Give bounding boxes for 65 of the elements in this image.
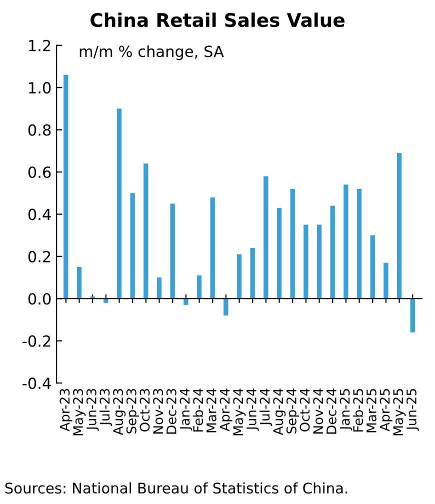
bar (316, 224, 322, 299)
x-tick-label: Jul-23 (100, 388, 112, 426)
source-note: Sources: National Bureau of Statistics of China. (5, 482, 348, 494)
bar (116, 108, 122, 299)
x-tick-label: Dec-23 (166, 388, 176, 434)
x-tick-label: Apr-23 (60, 388, 72, 432)
y-axis-title: m/m % change, SA (80, 45, 224, 60)
y-tick-label: -0.4 (22, 378, 51, 390)
bar (370, 235, 375, 299)
bar (344, 184, 348, 299)
x-tick-label: Oct-24 (300, 388, 310, 432)
chart-title: China Retail Sales Value (90, 12, 345, 28)
x-tick-label: Jun-25 (406, 389, 419, 431)
x-tick-label: Jun-24 (246, 388, 259, 431)
y-tick-label: 1.2 (29, 40, 50, 52)
y-tick-label: 0.4 (28, 208, 51, 220)
bar (104, 298, 108, 303)
bar (384, 262, 388, 299)
y-tick-label: 0.8 (28, 124, 51, 136)
bar (64, 74, 68, 299)
x-tick-label: May-24 (233, 388, 246, 436)
x-tick-label: Feb-25 (352, 389, 364, 432)
bar (304, 224, 308, 299)
bar (156, 278, 162, 299)
x-tick-label: Mar-24 (206, 388, 216, 432)
x-tick-label: Sep-23 (126, 388, 139, 434)
x-tick-label: Aug-23 (113, 388, 126, 436)
bar (184, 298, 188, 305)
x-tick-label: May-23 (73, 388, 86, 436)
x-tick-label: Jul-24 (260, 388, 272, 426)
y-tick-label: -0.2 (22, 335, 50, 347)
x-tick-label: Jun-23 (86, 388, 99, 431)
bar (130, 193, 135, 299)
bar (196, 275, 202, 299)
bar (290, 188, 295, 299)
x-tick-label: Dec-24 (326, 388, 336, 434)
bar (356, 188, 362, 299)
x-tick-label: Nov-24 (313, 388, 324, 434)
x-tick-label: Feb-24 (192, 388, 204, 432)
bar (76, 266, 82, 299)
x-tick-label: Jan-25 (340, 389, 352, 430)
x-tick-label: Apr-24 (220, 388, 232, 432)
bar (330, 206, 335, 299)
bar (264, 176, 268, 299)
bar (410, 298, 415, 332)
x-tick-label: Aug-24 (273, 388, 286, 436)
x-tick-label: Jan-24 (180, 388, 192, 430)
y-tick-label: 0.6 (28, 166, 51, 178)
bar (210, 197, 215, 299)
x-tick-label: Sep-24 (286, 388, 299, 434)
bar (396, 152, 402, 299)
bar (250, 248, 255, 299)
x-tick-label: Mar-25 (366, 389, 376, 432)
x-tick-label: Nov-23 (153, 388, 164, 434)
bar (170, 204, 175, 299)
y-tick-label: 0.2 (28, 250, 50, 262)
bar (276, 208, 282, 299)
y-tick-label: 0.0 (28, 293, 51, 305)
bar (224, 298, 228, 316)
x-tick-label: Apr-25 (380, 389, 392, 432)
bar (144, 164, 148, 299)
x-tick-label: May-25 (393, 389, 406, 436)
y-tick-label: 1.0 (29, 82, 51, 94)
bar (236, 254, 242, 299)
x-tick-label: Oct-23 (140, 388, 150, 432)
